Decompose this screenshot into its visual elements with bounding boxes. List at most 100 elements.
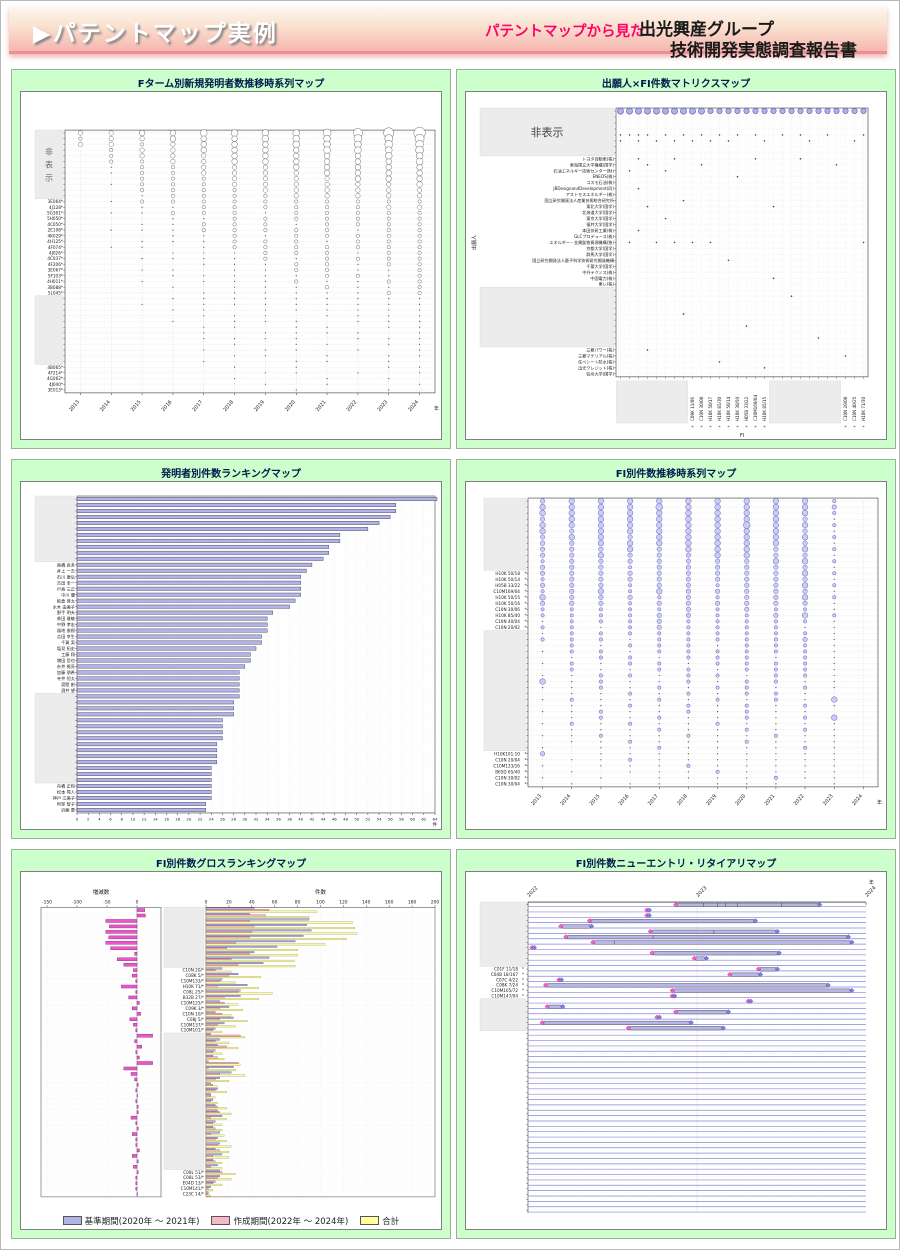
svg-text:塩見 拓史: 塩見 拓史 <box>57 645 76 652</box>
svg-text:*: * <box>718 425 721 431</box>
svg-text:C10M101/*: C10M101/* <box>181 1028 204 1033</box>
panel-fi-count-timeseries: FI別件数推移時系列マップ H10K 50/18 * H10K 50/14 * H05B… <box>456 459 896 839</box>
svg-text:58: 58 <box>399 816 404 821</box>
legend-swatch-recent-period <box>211 1216 231 1225</box>
svg-text:B65D 65/40: B65D 65/40 <box>495 769 520 774</box>
svg-text:中野 孝宏: 中野 孝宏 <box>57 621 75 628</box>
svg-text:示: 示 <box>45 173 53 182</box>
svg-text:*: * <box>525 601 527 606</box>
panel-title: 出願人×FI件数マトリクスマップ <box>601 79 751 90</box>
svg-text:H05B 33/22: H05B 33/22 <box>495 583 520 588</box>
svg-text:3B088*: 3B088* <box>47 285 63 290</box>
svg-text:2013: 2013 <box>530 793 543 807</box>
svg-text:*: * <box>522 977 524 982</box>
svg-text:5L045*: 5L045* <box>48 291 63 296</box>
svg-text:H10K101:10: H10K101:10 <box>494 751 520 756</box>
fterm-new-inventor-timeseries-chart: 非表示 3E064* 4J128* 5G301* 5H050* 4C050* 2E108* 4… <box>20 91 442 440</box>
svg-text:信州大学(国学): 信州大学(国学) <box>586 370 614 376</box>
svg-text:C10N 10/*: C10N 10/* <box>182 1011 204 1016</box>
svg-text:高橋 良多: 高橋 良多 <box>57 561 75 568</box>
header-company-name: 出光興産グループ <box>639 20 774 40</box>
panel-fi-new-entry-retire: FI別件数ニューエントリ・リタイアリマップ 2022 2023 2024 年 C01F … <box>456 849 896 1239</box>
svg-text:*: * <box>525 619 527 624</box>
svg-text:20: 20 <box>186 816 191 821</box>
svg-text:4K029*: 4K029* <box>48 233 63 238</box>
svg-text:C10M133/16: C10M133/16 <box>493 763 520 768</box>
svg-text:群馬大学(国学): 群馬大学(国学) <box>586 251 614 257</box>
svg-text:酒井 望: 酒井 望 <box>61 687 75 694</box>
svg-text:板倉 啓太: 板倉 啓太 <box>57 597 76 604</box>
svg-text:出光クレジット(株): 出光クレジット(株) <box>578 364 614 370</box>
svg-text:5H050*: 5H050* <box>47 216 63 221</box>
svg-text:野手 明夫: 野手 明夫 <box>57 609 76 616</box>
svg-text:*: * <box>525 613 527 618</box>
page-title: ▶パテントマップ実例 <box>33 14 278 48</box>
svg-text:*: * <box>525 757 527 762</box>
svg-text:32: 32 <box>254 816 259 821</box>
svg-text:-50: -50 <box>103 899 110 905</box>
svg-text:0: 0 <box>205 899 208 905</box>
panel-applicant-fi-matrix: 出願人×FI件数マトリクスマップ 非表示 トヨタ自動車(株) 東海国立大学機構(国学… <box>456 69 896 449</box>
svg-text:2017: 2017 <box>192 399 205 413</box>
svg-text:三菱パワー(株): 三菱パワー(株) <box>586 346 614 352</box>
svg-text:H10K 85/40: H10K 85/40 <box>495 613 520 618</box>
svg-text:40: 40 <box>298 816 303 821</box>
svg-text:C10N 20/*: C10N 20/* <box>182 968 204 973</box>
svg-text:福地 俊樹: 福地 俊樹 <box>57 627 76 634</box>
svg-text:井上 一吉: 井上 一吉 <box>57 567 75 574</box>
svg-text:H10K 50/17: H10K 50/17 <box>708 396 713 421</box>
svg-text:4: 4 <box>98 816 101 821</box>
svg-text:H10K 50/15: H10K 50/15 <box>495 595 520 600</box>
svg-text:2022: 2022 <box>526 885 539 898</box>
fi-new-entry-retire-chart: 2022 2023 2024 年 C01F 11/18 * C04B 18/167 * C07C… <box>465 871 887 1230</box>
svg-text:28: 28 <box>231 816 236 821</box>
svg-text:戸高 三正: 戸高 三正 <box>57 585 75 592</box>
svg-text:石川 康弘: 石川 康弘 <box>57 573 75 580</box>
legend-item-recent-period: 作成期間(2022年 ～ 2024年) <box>211 1215 348 1227</box>
svg-text:C08K 5/*: C08K 5/* <box>186 973 204 978</box>
panel-title: Fターム別新規発明者数推移時系列マップ <box>137 79 325 90</box>
header-catchphrase: パテントマップから見た <box>485 24 645 40</box>
gross-ranking-legend: 基準期間(2020年 ～ 2021年) 作成期間(2022年 ～ 2024年) … <box>21 1213 441 1228</box>
svg-text:中国電力(株): 中国電力(株) <box>590 275 614 281</box>
svg-text:C10N 30/04: C10N 30/04 <box>495 781 520 786</box>
svg-text:180: 180 <box>408 899 417 905</box>
svg-text:水木 由美子: 水木 由美子 <box>53 603 75 610</box>
svg-text:2021: 2021 <box>764 793 777 807</box>
svg-text:H10K 85/30: H10K 85/30 <box>717 396 722 421</box>
svg-text:GLCプロデュース(株): GLCプロデュース(株) <box>574 233 614 239</box>
svg-text:*: * <box>853 425 856 431</box>
svg-text:C08L 53/*: C08L 53/* <box>183 1175 204 1180</box>
svg-text:2018: 2018 <box>676 793 689 807</box>
svg-text:-100: -100 <box>72 899 82 905</box>
svg-text:C10N 20/00: C10N 20/00 <box>843 396 848 421</box>
svg-text:-150: -150 <box>42 899 52 905</box>
svg-text:2015: 2015 <box>130 399 143 413</box>
svg-text:5F103*: 5F103* <box>48 273 63 278</box>
svg-text:*: * <box>522 983 524 988</box>
fi-gross-ranking-chart: 基準期間(2020年 ～ 2021年) 作成期間(2022年 ～ 2024年) … <box>20 871 442 1230</box>
svg-text:62: 62 <box>421 816 426 821</box>
svg-text:C09K 3/*: C09K 3/* <box>186 1006 204 1011</box>
svg-text:千葉大学(国学): 千葉大学(国学) <box>586 263 614 269</box>
svg-text:H10K 85/15: H10K 85/15 <box>762 396 767 421</box>
svg-text:工藤 翔: 工藤 翔 <box>61 651 75 658</box>
panel-title: FI別件数推移時系列マップ <box>615 469 737 480</box>
svg-text:24: 24 <box>209 816 214 821</box>
svg-text:2019: 2019 <box>253 399 266 413</box>
svg-text:2018: 2018 <box>222 399 235 413</box>
svg-text:H10K 50/14: H10K 50/14 <box>726 396 731 421</box>
svg-text:2023: 2023 <box>377 399 390 413</box>
svg-text:C07C 4/22: C07C 4/22 <box>496 977 518 982</box>
svg-text:B32B 27/*: B32B 27/* <box>183 995 204 1000</box>
svg-text:出願人: 出願人 <box>471 235 478 250</box>
svg-text:中外テクノス(株): 中外テクノス(株) <box>582 269 614 275</box>
panel-fi-gross-ranking: FI別件数グロスランキングマップ 基準期間(2020年 ～ 2021年) 作成期… <box>11 849 451 1239</box>
svg-text:JBDesignandDevelopment(同): JBDesignandDevelopment(同) <box>552 186 614 191</box>
svg-text:H10K 30/50: H10K 30/50 <box>735 396 740 421</box>
svg-text:E04D 13/*: E04D 13/* <box>183 1181 204 1186</box>
svg-text:4F214*: 4F214* <box>48 370 63 375</box>
svg-text:2024: 2024 <box>407 399 420 413</box>
legend-item-total: 合計 <box>360 1215 399 1227</box>
svg-text:22: 22 <box>198 816 203 821</box>
